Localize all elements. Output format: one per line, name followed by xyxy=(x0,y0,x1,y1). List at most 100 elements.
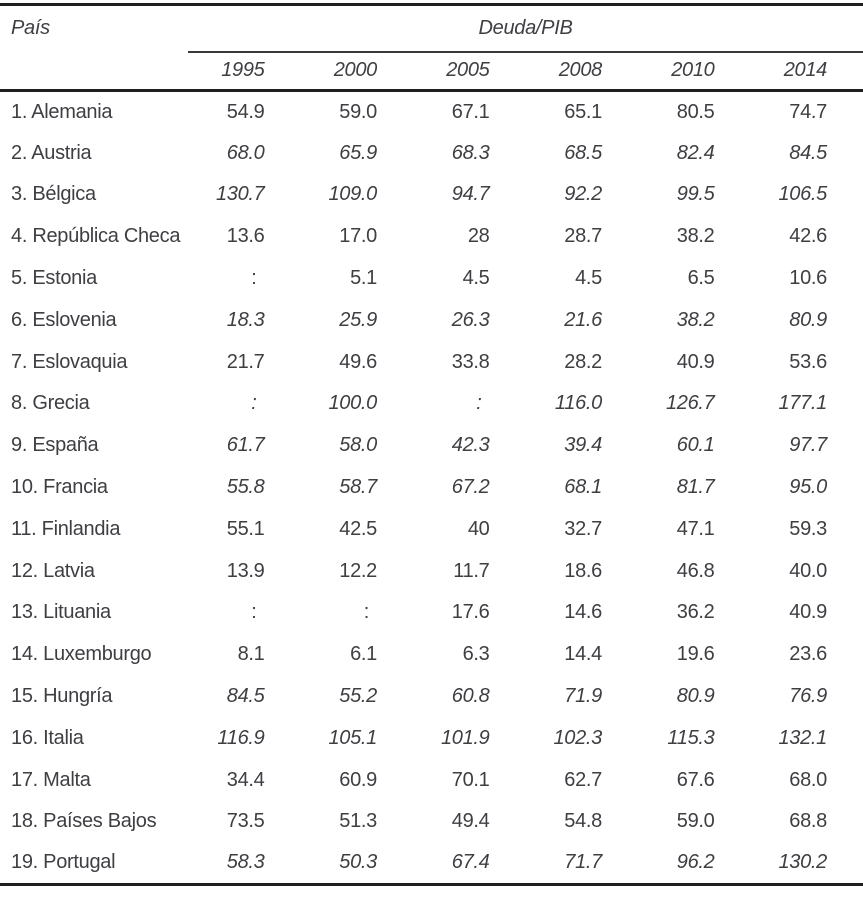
table-row: 19. Portugal 58.3 50.3 67.4 71.7 96.2 13… xyxy=(0,843,863,885)
value-cell: 11.7 xyxy=(453,559,490,582)
year-header-2008: 2008 xyxy=(525,51,638,92)
country-label: 14. Luxemburgo xyxy=(11,643,152,666)
value-cell: 65.9 xyxy=(339,141,377,164)
value-cell: 21.7 xyxy=(226,350,265,373)
value-cell: 28 xyxy=(467,225,490,248)
country-column-header: País xyxy=(11,17,50,40)
value-cell: 80.5 xyxy=(676,100,715,123)
value-cell: 62.7 xyxy=(564,768,602,791)
table-row: 15. Hungría 84.5 55.2 60.8 71.9 80.9 76.… xyxy=(0,676,863,718)
value-cell: 80.9 xyxy=(676,685,715,708)
value-cell: 38.2 xyxy=(676,225,715,248)
value-cell: 34.4 xyxy=(226,768,265,791)
value-cell: 80.9 xyxy=(789,308,827,331)
value-cell: 38.2 xyxy=(676,308,715,331)
year-header-2000: 2000 xyxy=(300,51,413,92)
table-row: 5. Estonia : 5.1 4.5 4.5 6.5 10.6 xyxy=(0,258,863,300)
value-cell: 42.3 xyxy=(451,434,490,457)
value-cell: 21.6 xyxy=(564,308,602,331)
table-row: 10. Francia 55.8 58.7 67.2 68.1 81.7 95.… xyxy=(0,467,863,509)
value-cell: 28.7 xyxy=(564,225,602,248)
value-cell: 68.5 xyxy=(564,141,602,164)
value-cell: 28.2 xyxy=(564,350,602,373)
value-cell: 49.6 xyxy=(339,350,377,373)
value-cell: 99.5 xyxy=(676,183,715,206)
value-cell: 59.0 xyxy=(676,810,715,833)
value-cell: 70.1 xyxy=(451,768,490,791)
value-cell: 23.6 xyxy=(789,643,827,666)
table-row: 11. Finlandia 55.1 42.5 40 32.7 47.1 59.… xyxy=(0,508,863,550)
value-cell: 58.3 xyxy=(226,851,265,874)
value-cell: 6.1 xyxy=(350,643,377,666)
value-cell: 94.7 xyxy=(451,183,490,206)
value-cell: 8.1 xyxy=(237,643,265,666)
value-cell: 61.7 xyxy=(226,434,265,457)
value-cell: 18.3 xyxy=(226,308,265,331)
country-label: 18. Países Bajos xyxy=(11,810,157,833)
value-cell: 59.3 xyxy=(789,517,827,540)
value-cell: 101.9 xyxy=(440,726,490,749)
value-cell: 14.6 xyxy=(564,601,602,624)
value-cell: 109.0 xyxy=(328,183,377,206)
value-cell: 130.2 xyxy=(778,851,827,874)
value-cell: 54.8 xyxy=(564,810,602,833)
value-cell: 58.0 xyxy=(339,434,377,457)
value-cell: 47.1 xyxy=(676,517,715,540)
value-cell: 68.0 xyxy=(789,768,827,791)
table-row: 1. Alemania 54.9 59.0 67.1 65.1 80.5 74.… xyxy=(0,91,863,133)
value-cell: 60.1 xyxy=(676,434,715,457)
value-cell: 40.0 xyxy=(789,559,827,582)
value-cell: 12.2 xyxy=(339,559,377,582)
value-cell: 116.9 xyxy=(217,726,265,749)
table-row: 6. Eslovenia 18.3 25.9 26.3 21.6 38.2 80… xyxy=(0,299,863,341)
value-cell: : xyxy=(251,392,257,415)
value-cell: 60.9 xyxy=(339,768,377,791)
debt-gdp-table: País Deuda/PIB 1995 2000 2005 2008 2010 … xyxy=(0,3,863,887)
value-cell: : xyxy=(251,267,257,290)
value-cell: 39.4 xyxy=(564,434,602,457)
value-cell: 102.3 xyxy=(553,726,602,749)
value-cell: : xyxy=(363,601,370,624)
value-cell: 105.1 xyxy=(328,726,377,749)
value-cell: 65.1 xyxy=(564,100,602,123)
value-cell: 74.7 xyxy=(789,100,827,123)
value-cell: 55.2 xyxy=(339,685,377,708)
table-row: 4. República Checa 13.6 17.0 28 28.7 38.… xyxy=(0,216,863,258)
value-cell: 95.0 xyxy=(789,476,827,499)
value-cell: 106.5 xyxy=(778,183,827,206)
value-cell: 14.4 xyxy=(564,643,602,666)
country-label: 1. Alemania xyxy=(11,100,113,123)
value-cell: 4.5 xyxy=(575,267,602,290)
value-cell: 115.3 xyxy=(667,726,715,749)
value-cell: 68.1 xyxy=(564,476,602,499)
value-cell: 50.3 xyxy=(339,851,377,874)
value-cell: 97.7 xyxy=(789,434,827,457)
value-cell: 132.1 xyxy=(778,726,827,749)
value-cell: 96.2 xyxy=(676,851,715,874)
table-body: 1. Alemania 54.9 59.0 67.1 65.1 80.5 74.… xyxy=(0,91,863,885)
value-cell: 82.4 xyxy=(676,141,715,164)
value-cell: 17.6 xyxy=(451,601,490,624)
country-label: 19. Portugal xyxy=(11,851,116,874)
value-cell: 51.3 xyxy=(339,810,377,833)
table-row: 7. Eslovaquia 21.7 49.6 33.8 28.2 40.9 5… xyxy=(0,341,863,383)
table-row: 8. Grecia : 100.0 : 116.0 126.7 177.1 xyxy=(0,383,863,425)
value-cell: 68.8 xyxy=(789,810,827,833)
country-label: 17. Malta xyxy=(11,768,91,791)
table-header: País Deuda/PIB 1995 2000 2005 2008 2010 … xyxy=(0,4,863,92)
value-cell: 55.8 xyxy=(226,476,265,499)
value-cell: 100.0 xyxy=(328,392,377,415)
year-header-1995: 1995 xyxy=(188,51,301,92)
value-cell: 84.5 xyxy=(789,141,827,164)
year-header-2014: 2014 xyxy=(750,51,863,92)
country-label: 10. Francia xyxy=(11,476,108,499)
group-column-header: Deuda/PIB xyxy=(188,4,863,53)
value-cell: 5.1 xyxy=(350,267,377,290)
value-cell: 81.7 xyxy=(676,476,715,499)
value-cell: 10.6 xyxy=(789,267,827,290)
value-cell: 67.2 xyxy=(451,476,490,499)
table-row: 12. Latvia 13.9 12.2 11.7 18.6 46.8 40.0 xyxy=(0,550,863,592)
value-cell: 17.0 xyxy=(339,225,377,248)
value-cell: 25.9 xyxy=(339,308,377,331)
value-cell: 6.3 xyxy=(462,643,490,666)
